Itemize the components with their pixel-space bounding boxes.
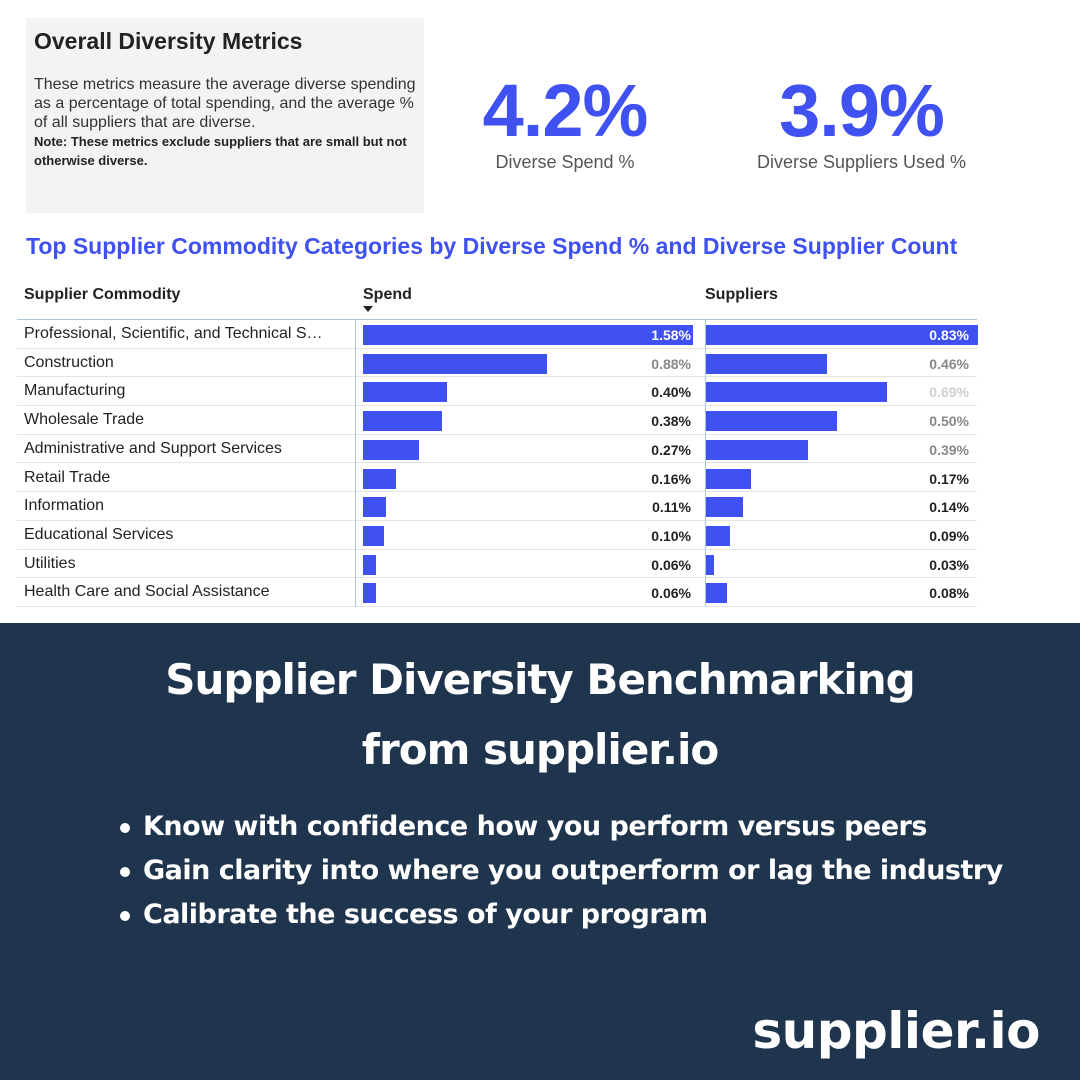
kpi-diverse-spend: 4.2% Diverse Spend %: [465, 70, 665, 173]
bullet-item: Gain clarity into where you outperform o…: [118, 853, 1018, 897]
promo-banner: Supplier Diversity Benchmarking from sup…: [0, 623, 1080, 1080]
metrics-card-description: These metrics measure the average divers…: [34, 76, 416, 131]
spend-bar: [363, 353, 547, 374]
spend-value-label: 0.16%: [651, 470, 691, 487]
suppliers-bar: [706, 554, 714, 575]
spend-bar: [363, 583, 376, 604]
spend-bar: [363, 497, 386, 518]
suppliers-value-label: 0.69%: [929, 384, 969, 401]
metrics-card-title: Overall Diversity Metrics: [34, 28, 303, 54]
suppliers-value-label: 0.83%: [929, 327, 969, 343]
table-row[interactable]: Health Care and Social Assistance 0.06% 0.…: [17, 578, 977, 607]
table-row[interactable]: Wholesale Trade 0.38% 0.50%: [17, 406, 977, 435]
metrics-card-note: Note: These metrics exclude suppliers th…: [34, 134, 407, 168]
suppliers-bar: [706, 382, 888, 403]
suppliers-value-label: 0.14%: [929, 499, 969, 516]
spend-value-label: 0.06%: [651, 585, 691, 602]
column-header-suppliers[interactable]: Suppliers: [705, 286, 778, 303]
spend-value-label: 0.06%: [651, 556, 691, 573]
commodity-name: Retail Trade: [24, 468, 111, 486]
spend-bar: [363, 382, 447, 403]
column-header-spend[interactable]: Spend: [363, 286, 412, 303]
supplier-io-logo: supplier.io: [752, 1002, 1040, 1060]
commodity-name: Utilities: [24, 554, 76, 572]
suppliers-bar: [706, 353, 827, 374]
spend-bar: [363, 525, 384, 546]
bullet-item: Know with confidence how you perform ver…: [118, 809, 1018, 853]
table-row[interactable]: Utilities 0.06% 0.03%: [17, 550, 977, 579]
suppliers-value-label: 0.08%: [929, 585, 969, 602]
table-row[interactable]: Administrative and Support Services 0.27%…: [17, 435, 977, 464]
commodity-table: Professional, Scientific, and Technical …: [17, 319, 978, 607]
suppliers-value-label: 0.39%: [929, 441, 969, 458]
banner-headline-line2: from supplier.io: [361, 725, 719, 774]
kpi-diverse-suppliers-label: Diverse Suppliers Used %: [756, 152, 967, 172]
commodity-name: Wholesale Trade: [24, 411, 145, 429]
kpi-diverse-suppliers-value: 3.9%: [779, 69, 945, 152]
spend-value-label: 0.38%: [651, 413, 691, 430]
suppliers-bar: [706, 497, 743, 518]
bullet-text: Calibrate the success of your program: [143, 899, 708, 930]
table-row[interactable]: Professional, Scientific, and Technical …: [17, 320, 978, 349]
spend-bar: [363, 468, 397, 489]
overall-metrics-card: Overall Diversity Metrics These metrics …: [26, 18, 424, 213]
suppliers-bar: [706, 525, 730, 546]
bullet-text: Know with confidence how you perform ver…: [143, 811, 927, 842]
table-row[interactable]: Information 0.11% 0.14%: [17, 492, 977, 521]
commodity-name: Health Care and Social Assistance: [24, 583, 270, 601]
spend-value-label: 0.10%: [651, 527, 691, 544]
suppliers-value-label: 0.17%: [929, 470, 969, 487]
suppliers-column-divider: [705, 319, 706, 607]
suppliers-value-label: 0.50%: [929, 413, 969, 430]
table-row[interactable]: Retail Trade 0.16% 0.17%: [17, 464, 977, 493]
spend-value-label: 1.58%: [651, 327, 691, 343]
spend-bar: [363, 325, 693, 345]
bullet-item: Calibrate the success of your program: [118, 897, 1018, 941]
commodity-name: Educational Services: [24, 525, 174, 543]
spend-bar: [363, 411, 443, 432]
table-row[interactable]: Construction 0.88% 0.46%: [17, 349, 977, 378]
suppliers-bar: [706, 583, 728, 604]
commodity-name: Construction: [24, 353, 114, 371]
kpi-diverse-spend-value: 4.2%: [482, 69, 649, 152]
banner-bullet-list: Know with confidence how you perform ver…: [118, 809, 1018, 941]
spend-value-label: 0.27%: [651, 441, 691, 458]
commodity-name: Manufacturing: [24, 382, 126, 400]
table-row[interactable]: Manufacturing 0.40% 0.69%: [17, 377, 977, 407]
column-header-commodity[interactable]: Supplier Commodity: [24, 286, 181, 303]
suppliers-value-label: 0.09%: [929, 527, 969, 544]
suppliers-bar: [706, 468, 751, 489]
spend-bar: [363, 554, 376, 575]
bullet-dot-icon: [120, 911, 130, 921]
kpi-diverse-suppliers: 3.9% Diverse Suppliers Used %: [745, 70, 978, 173]
suppliers-value-label: 0.03%: [929, 556, 969, 573]
kpi-diverse-spend-label: Diverse Spend %: [495, 152, 635, 172]
commodity-name: Administrative and Support Services: [24, 439, 282, 457]
bullet-dot-icon: [120, 823, 130, 833]
suppliers-value-label: 0.46%: [929, 355, 969, 372]
commodity-name: Professional, Scientific, and Technical …: [24, 325, 323, 342]
commodity-name: Information: [24, 497, 105, 515]
suppliers-bar: [706, 325, 978, 345]
suppliers-bar: [706, 439, 809, 460]
spend-bar: [363, 439, 420, 460]
suppliers-bar: [706, 411, 838, 432]
bullet-text: Gain clarity into where you outperform o…: [143, 855, 1003, 886]
bullet-dot-icon: [120, 867, 130, 877]
spend-value-label: 0.11%: [652, 499, 691, 516]
spend-value-label: 0.40%: [651, 384, 691, 401]
table-top-border: [17, 319, 977, 320]
spend-value-label: 0.88%: [651, 355, 691, 372]
banner-headline-line1: Supplier Diversity Benchmarking: [165, 655, 916, 704]
table-row[interactable]: Educational Services 0.10% 0.09%: [17, 521, 977, 550]
sort-descending-icon[interactable]: [363, 306, 373, 312]
chart-title: Top Supplier Commodity Categories by Div…: [26, 233, 958, 259]
commodity-column-divider: [355, 319, 356, 607]
